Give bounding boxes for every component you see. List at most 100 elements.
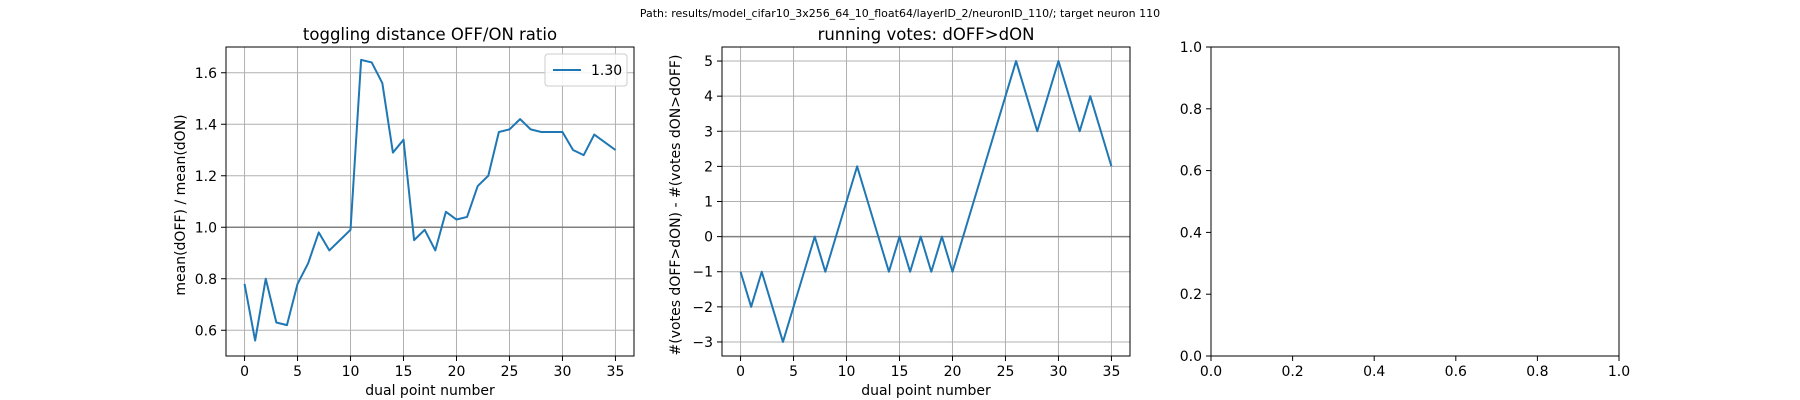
votes-data-point-35 — [1110, 165, 1113, 168]
votes-data-point-25 — [1004, 95, 1007, 98]
votes-data-point-11 — [856, 165, 859, 168]
ratio-ytick-label-3: 1.2 — [195, 169, 217, 185]
votes-data-point-18 — [930, 270, 933, 273]
chart-votes-plot: 0 5 10 15 20 25 30 35 −3 −2 −1 0 1 2 3 4 5 — [692, 46, 1131, 380]
empty-xtick-label-4: 0.8 — [1526, 364, 1548, 380]
chart-ratio-xlabel: dual point number — [365, 383, 495, 399]
empty-xtick-label-3: 0.6 — [1445, 364, 1467, 380]
votes-data-point-33 — [1089, 95, 1092, 98]
votes-data-point-24 — [993, 130, 996, 133]
votes-data-point-30 — [1057, 60, 1060, 63]
empty-ytick-label-2: 0.4 — [1180, 225, 1202, 241]
votes-data-point-3 — [771, 305, 774, 308]
ratio-data-point-0 — [243, 282, 246, 285]
votes-ytick-label-7: 4 — [704, 89, 713, 105]
votes-data-point-1 — [750, 305, 753, 308]
votes-ytick-label-5: 2 — [704, 159, 713, 175]
ratio-legend-label-0: 1.30 — [591, 63, 622, 79]
votes-data-point-32 — [1078, 130, 1081, 133]
ratio-data-point-9 — [338, 239, 341, 242]
votes-data-point-28 — [1036, 130, 1039, 133]
ratio-data-point-6 — [307, 262, 310, 265]
empty-xtick-label-2: 0.4 — [1363, 364, 1385, 380]
votes-ytick-label-4: 1 — [704, 195, 713, 211]
ratio-data-point-34 — [603, 141, 606, 144]
votes-data-point-15 — [898, 235, 901, 238]
votes-xtick-label-5: 25 — [997, 364, 1015, 380]
ratio-data-point-23 — [487, 174, 490, 177]
empty-xtick-label-0: 0.0 — [1200, 364, 1222, 380]
votes-data-point-5 — [792, 305, 795, 308]
ratio-data-point-11 — [360, 58, 363, 61]
votes-data-point-0 — [739, 270, 742, 273]
ratio-data-point-7 — [317, 231, 320, 234]
votes-ytick-label-3: 0 — [704, 230, 713, 246]
ratio-data-point-16 — [413, 239, 416, 242]
ratio-data-point-25 — [508, 128, 511, 131]
empty-ytick-label-0: 0.0 — [1180, 349, 1202, 365]
votes-xtick-label-3: 15 — [891, 364, 909, 380]
ratio-ytick-label-5: 1.6 — [195, 66, 217, 82]
votes-data-point-29 — [1046, 95, 1049, 98]
ratio-ytick-label-4: 1.4 — [195, 117, 217, 133]
votes-ytick-label-0: −3 — [692, 335, 713, 351]
ratio-data-point-4 — [285, 324, 288, 327]
ratio-xtick-label-5: 25 — [501, 364, 519, 380]
ratio-data-point-19 — [444, 210, 447, 213]
ratio-data-point-30 — [561, 130, 564, 133]
chart-empty: 0.0 0.2 0.4 0.6 0.8 1.0 0.0 0.2 0.4 0.6 0.8 1.0 — [1180, 40, 1630, 380]
chart-votes-ylabel: #(votes dOFF>dON) - #(votes dON>dOFF) — [668, 55, 684, 356]
votes-data-point-6 — [803, 270, 806, 273]
votes-xtick-label-1: 5 — [789, 364, 798, 380]
votes-ytick-label-8: 5 — [704, 54, 713, 70]
ratio-xtick-label-0: 0 — [240, 364, 249, 380]
ratio-data-point-1 — [254, 339, 257, 342]
chart-ratio-plot: 0 5 10 15 20 25 30 35 0.6 0.8 1.0 1.2 1.4 1.6 1.30 — [195, 46, 635, 380]
votes-data-point-21 — [962, 235, 965, 238]
ratio-xtick-label-1: 5 — [293, 364, 302, 380]
ratio-data-point-17 — [423, 228, 426, 231]
votes-data-point-13 — [877, 235, 880, 238]
votes-data-point-26 — [1015, 60, 1018, 63]
votes-data-point-31 — [1068, 95, 1071, 98]
empty-ytick-label-1: 0.2 — [1180, 287, 1202, 303]
ratio-data-point-20 — [455, 218, 458, 221]
votes-data-point-22 — [972, 200, 975, 203]
ratio-series-line-0 — [243, 58, 617, 342]
votes-data-point-12 — [866, 200, 869, 203]
ratio-legend-box — [544, 53, 628, 87]
votes-xtick-label-4: 20 — [944, 364, 962, 380]
votes-data-point-10 — [845, 200, 848, 203]
ratio-axes-frame — [225, 46, 635, 357]
votes-data-point-19 — [940, 235, 943, 238]
votes-data-point-7 — [813, 235, 816, 238]
ratio-data-point-21 — [466, 215, 469, 218]
ratio-data-point-32 — [582, 154, 585, 157]
ratio-xtick-label-2: 10 — [342, 364, 360, 380]
votes-data-point-9 — [834, 235, 837, 238]
chart-ratio-ylabel: mean(dOFF) / mean(dON) — [173, 114, 189, 295]
votes-data-point-2 — [760, 270, 763, 273]
votes-xtick-label-2: 10 — [838, 364, 856, 380]
ratio-data-point-24 — [497, 130, 500, 133]
ratio-data-point-5 — [296, 282, 299, 285]
votes-data-point-14 — [887, 270, 890, 273]
ratio-xtick-label-6: 30 — [554, 364, 572, 380]
ratio-data-point-33 — [593, 133, 596, 136]
ratio-ytick-label-2: 1.0 — [195, 220, 217, 236]
chart-ratio: toggling distance OFF/ON ratio 0 5 10 15 20 2… — [173, 25, 635, 399]
chart-votes-xlabel: dual point number — [861, 383, 991, 399]
ratio-data-point-2 — [264, 277, 267, 280]
chart-votes-title: running votes: dOFF>dON — [818, 25, 1035, 44]
ratio-xtick-label-4: 20 — [448, 364, 466, 380]
ratio-data-point-29 — [550, 130, 553, 133]
ratio-data-point-18 — [434, 249, 437, 252]
votes-series-line-0 — [739, 60, 1113, 343]
ratio-legend: 1.30 — [544, 53, 628, 87]
empty-ytick-label-3: 0.6 — [1180, 164, 1202, 180]
ratio-data-point-15 — [402, 138, 405, 141]
empty-axes-frame — [1210, 46, 1620, 357]
ratio-data-point-12 — [370, 61, 373, 64]
figure-suptitle: Path: results/model_cifar10_3x256_64_10_… — [640, 7, 1160, 20]
